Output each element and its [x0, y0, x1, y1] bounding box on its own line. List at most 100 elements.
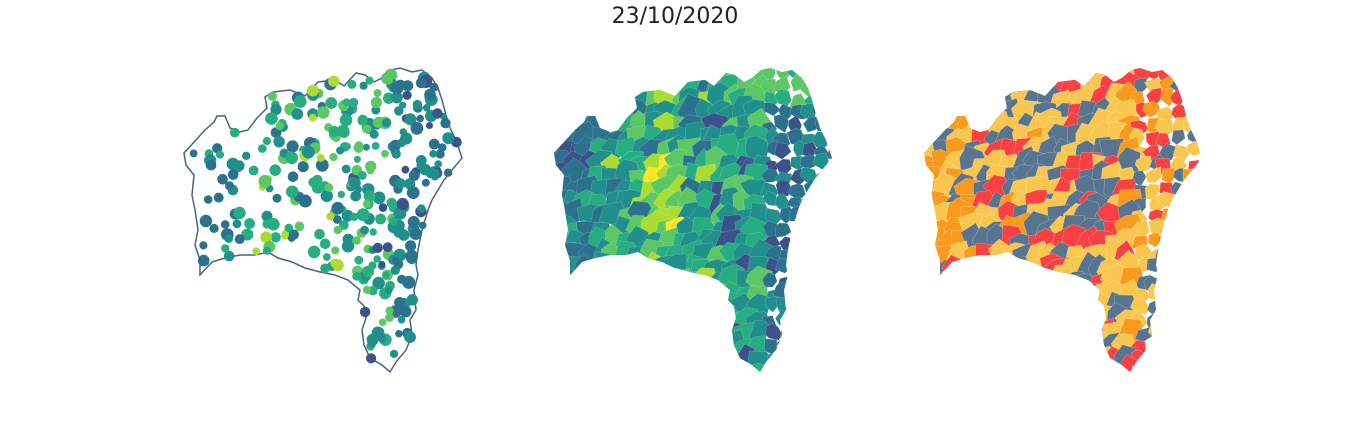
region-continuous	[554, 68, 573, 73]
region-continuous	[663, 68, 695, 85]
region-class	[932, 68, 961, 77]
region-class	[924, 310, 927, 338]
region-continuous	[827, 312, 832, 330]
municipality-point	[385, 313, 394, 322]
region-class	[944, 333, 972, 363]
region-class	[1130, 297, 1150, 315]
region-class	[1168, 210, 1186, 228]
region-continuous	[586, 364, 617, 372]
region-class	[1081, 345, 1105, 372]
region-class	[1199, 68, 1202, 79]
region-class	[934, 347, 961, 372]
region-continuous	[641, 356, 672, 372]
municipality-point	[443, 168, 453, 177]
municipality-point	[418, 221, 427, 230]
region-continuous	[628, 344, 655, 372]
region-continuous	[831, 128, 832, 145]
region-continuous	[830, 203, 832, 223]
municipality-point	[389, 349, 399, 358]
region-class	[1184, 68, 1202, 80]
region-class	[1131, 170, 1147, 187]
municipality-point	[325, 97, 338, 109]
region-class	[1181, 258, 1202, 276]
region-class	[1168, 354, 1186, 370]
region-continuous	[674, 321, 707, 343]
region-continuous	[672, 290, 694, 318]
municipality-point	[260, 231, 272, 243]
region-continuous	[710, 307, 732, 332]
map-panel-choropleth	[554, 68, 832, 372]
region-class	[924, 68, 931, 83]
region-class	[1201, 92, 1202, 112]
region-continuous	[730, 68, 758, 74]
region-class	[924, 227, 933, 255]
municipality-point	[337, 190, 345, 199]
municipality-point	[440, 118, 451, 129]
municipality-point	[362, 143, 370, 151]
region-continuous	[791, 351, 809, 372]
municipality-point	[397, 274, 407, 284]
region-continuous	[763, 102, 781, 117]
municipality-point	[287, 171, 299, 182]
municipality-point	[229, 127, 240, 138]
region-continuous	[830, 365, 832, 372]
region-class	[1010, 320, 1037, 343]
region-class	[1072, 68, 1105, 75]
region-class	[1051, 264, 1073, 291]
municipality-point	[297, 161, 309, 173]
region-class	[972, 255, 998, 284]
region-class	[1012, 68, 1035, 77]
region-class	[971, 295, 993, 320]
region-class	[1029, 68, 1054, 90]
municipality-point	[270, 104, 282, 116]
region-continuous	[554, 221, 566, 248]
municipality-point	[397, 315, 406, 324]
region-continuous	[562, 68, 590, 95]
region-class	[1098, 68, 1127, 71]
region-continuous	[775, 179, 792, 197]
region-class	[933, 293, 959, 318]
municipality-point	[378, 260, 386, 268]
municipality-point	[385, 306, 394, 315]
region-class	[1008, 280, 1036, 308]
region-class	[984, 68, 1012, 85]
map-panel-classes	[924, 68, 1202, 372]
region-continuous	[810, 68, 829, 79]
region-continuous	[767, 352, 780, 368]
region-class	[1196, 68, 1202, 72]
municipality-point	[252, 247, 261, 256]
municipality-point	[350, 212, 359, 221]
region-continuous	[825, 260, 832, 276]
municipality-point	[372, 191, 386, 205]
region-continuous	[791, 288, 808, 304]
region-class	[1049, 362, 1077, 372]
region-class	[970, 68, 995, 87]
region-continuous	[813, 338, 829, 352]
municipality-point	[339, 113, 353, 127]
region-class	[1050, 321, 1079, 347]
region-class	[1049, 310, 1077, 337]
region-class	[971, 104, 997, 128]
region-continuous	[591, 350, 621, 372]
municipality-point	[221, 244, 230, 253]
region-continuous	[692, 267, 718, 294]
region-class	[1014, 361, 1040, 372]
region-class	[1167, 284, 1188, 303]
region-continuous	[590, 83, 615, 108]
region-continuous	[626, 332, 657, 355]
region-continuous	[719, 358, 745, 372]
municipality-point	[315, 158, 329, 172]
region-continuous	[805, 353, 821, 369]
municipality-point	[314, 228, 325, 240]
region-continuous	[603, 267, 626, 292]
region-class	[972, 317, 999, 348]
municipality-point	[288, 229, 299, 240]
region-continuous	[569, 75, 598, 104]
municipality-point	[399, 128, 407, 136]
region-class	[969, 359, 997, 372]
region-continuous	[774, 310, 795, 330]
region-class	[972, 275, 1004, 305]
region-continuous	[622, 68, 650, 86]
municipality-point	[316, 153, 325, 162]
region-continuous	[778, 352, 793, 371]
